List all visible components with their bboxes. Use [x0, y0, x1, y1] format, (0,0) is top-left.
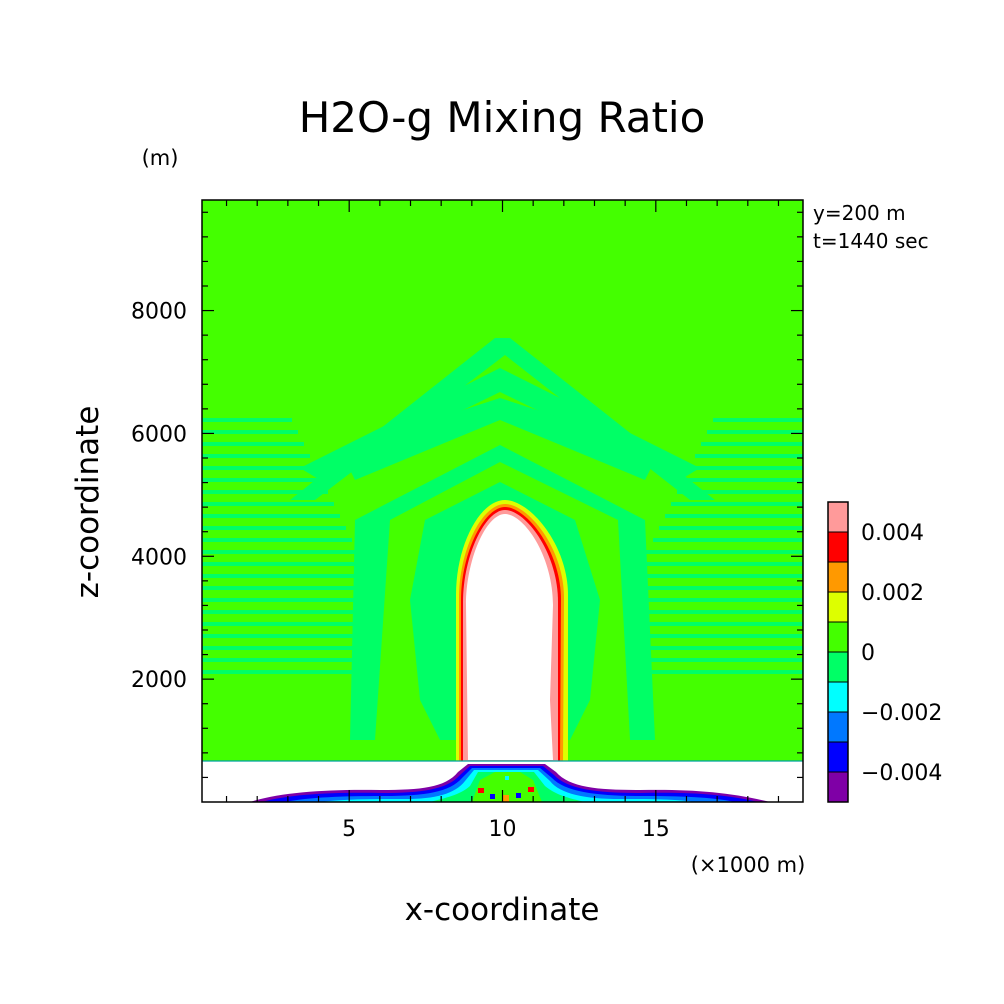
- hatch-band: [643, 550, 803, 554]
- hatch-band: [707, 430, 803, 434]
- colorbar-segment: [828, 682, 848, 712]
- colorbar-tick-label: −0.002: [861, 701, 942, 726]
- hatch-band: [202, 538, 352, 542]
- hatch-band: [202, 418, 292, 422]
- y-unit-label: (m): [142, 146, 179, 170]
- hatch-band: [713, 418, 803, 422]
- hatch-band: [643, 634, 803, 638]
- hatch-band: [653, 538, 803, 542]
- colorbar: 0.004 0.002 0 −0.002 −0.004: [827, 501, 942, 803]
- x-tick-label: 15: [642, 817, 670, 842]
- hatch-band: [643, 574, 803, 578]
- hatch-band: [202, 670, 362, 674]
- hatch-band: [659, 526, 803, 530]
- base-spot: [528, 787, 534, 792]
- hatch-band: [202, 442, 304, 446]
- hatch-band: [202, 454, 310, 458]
- hatch-band: [202, 610, 362, 614]
- annotation-time: t=1440 sec: [813, 229, 929, 253]
- hatch-band: [643, 610, 803, 614]
- colorbar-tick-label: 0.002: [861, 581, 924, 606]
- hatch-band: [202, 430, 298, 434]
- y-tick-label: 2000: [131, 668, 187, 693]
- contour-band: [340, 398, 660, 480]
- y-tick-label: 8000: [131, 300, 187, 325]
- right-hatch-bands: [643, 418, 803, 674]
- hatch-band: [695, 454, 803, 458]
- chart-title: H2O-g Mixing Ratio: [299, 93, 706, 142]
- hatch-band: [202, 574, 362, 578]
- hatch-band: [202, 490, 328, 494]
- hatch-band: [677, 490, 803, 494]
- hatch-band: [643, 622, 803, 626]
- y-tick-label: 6000: [131, 422, 187, 447]
- hatch-band: [202, 550, 362, 554]
- base-spot: [505, 776, 509, 780]
- hatch-band: [202, 634, 362, 638]
- colorbar-tick-label: −0.004: [861, 761, 942, 786]
- axis-tick-labels: 5 10 15 2000 4000 6000 8000: [131, 300, 670, 842]
- hatch-band: [202, 514, 340, 518]
- base-lime: [472, 772, 542, 802]
- colorbar-segment: [828, 502, 848, 532]
- base-spot: [502, 795, 509, 802]
- colorbar-segment: [828, 742, 848, 772]
- x-tick-label: 10: [489, 817, 517, 842]
- hatch-band: [202, 526, 346, 530]
- colorbar-segment: [828, 652, 848, 682]
- base-spot: [490, 794, 495, 799]
- x-axis-label: x-coordinate: [405, 892, 600, 928]
- left-hatch-bands: [202, 418, 362, 674]
- hatch-band: [701, 442, 803, 446]
- hatch-band: [202, 478, 322, 482]
- hatch-band: [643, 670, 803, 674]
- hatch-band: [689, 466, 803, 470]
- base-spot: [516, 793, 521, 798]
- contour-band: [290, 338, 715, 500]
- hatch-band: [671, 502, 803, 506]
- hatch-band: [202, 466, 316, 470]
- colorbar-segment: [828, 532, 848, 562]
- contour-band: [300, 368, 700, 480]
- plume-core-blank: [466, 514, 553, 760]
- colorbar-segment: [828, 592, 848, 622]
- base-spot: [478, 788, 484, 793]
- hatch-band: [202, 502, 334, 506]
- colorbar-segment: [828, 562, 848, 592]
- hatch-band: [643, 646, 803, 650]
- hatch-band: [202, 586, 362, 590]
- hatch-band: [202, 562, 362, 566]
- hatch-band: [643, 586, 803, 590]
- colorbar-tick-label: 0.004: [861, 521, 924, 546]
- hatch-band: [665, 514, 803, 518]
- hatch-band: [202, 646, 362, 650]
- hatch-band: [643, 562, 803, 566]
- hatch-band: [202, 622, 362, 626]
- hatch-band: [202, 658, 362, 662]
- x-unit-label: (×1000 m): [691, 853, 806, 877]
- colorbar-segment: [828, 772, 848, 802]
- x-tick-label: 5: [342, 817, 356, 842]
- colorbar-segment: [828, 712, 848, 742]
- hatch-band: [683, 478, 803, 482]
- y-axis-label: z-coordinate: [70, 406, 106, 599]
- hatch-band: [202, 598, 362, 602]
- colorbar-tick-label: 0: [861, 641, 875, 666]
- y-tick-label: 4000: [131, 545, 187, 570]
- colorbar-segment: [828, 622, 848, 652]
- hatch-band: [643, 658, 803, 662]
- hatch-band: [643, 598, 803, 602]
- plot-field: [202, 200, 803, 802]
- annotation-y-position: y=200 m: [813, 201, 906, 225]
- axis-ticks: [202, 200, 803, 802]
